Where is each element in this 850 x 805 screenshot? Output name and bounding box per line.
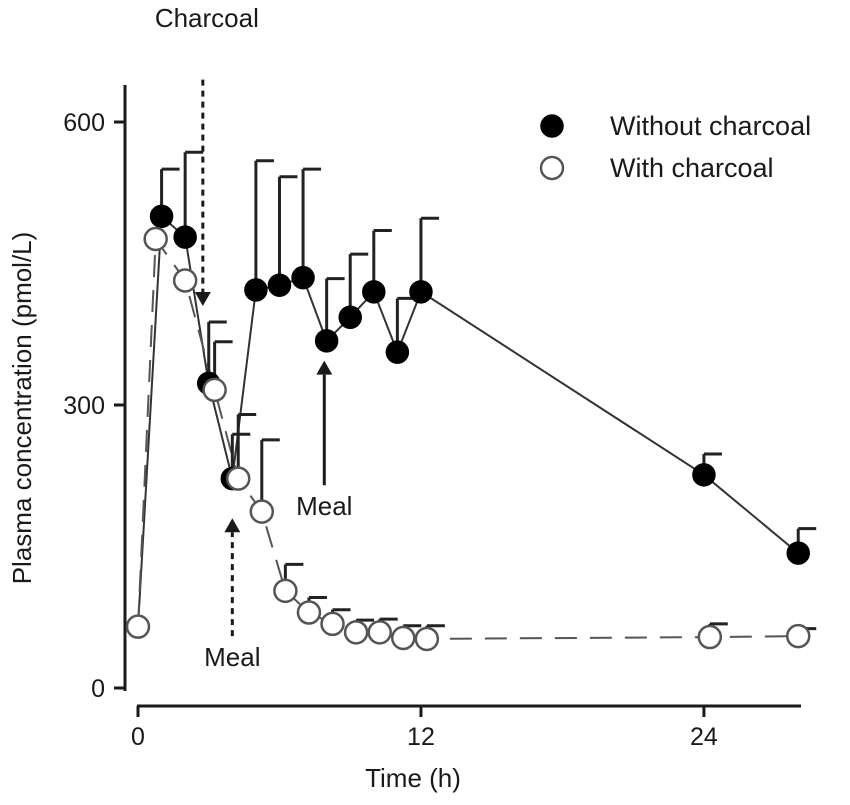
x-tick-label: 24 bbox=[690, 723, 718, 751]
axes: 0 300 600 0 12 24 bbox=[63, 85, 801, 751]
legend-marker-with-charcoal bbox=[539, 155, 565, 181]
data-point-without-charcoal bbox=[314, 329, 339, 353]
legend-marker-without-charcoal bbox=[540, 114, 564, 138]
data-point-with-charcoal bbox=[343, 620, 369, 645]
data-point-with-charcoal bbox=[414, 626, 440, 652]
x-tick-label: 0 bbox=[131, 723, 145, 751]
annotation-arrow-head bbox=[316, 360, 333, 375]
data-point-with-charcoal bbox=[202, 377, 227, 403]
data-point-without-charcoal bbox=[267, 273, 292, 297]
data-point-without-charcoal bbox=[149, 204, 174, 229]
data-point-without-charcoal bbox=[362, 280, 386, 304]
y-tick-label: 0 bbox=[91, 675, 105, 703]
annotation-label: Meal bbox=[296, 491, 352, 521]
data-points bbox=[125, 204, 811, 652]
error-bars bbox=[160, 150, 817, 639]
data-point-with-charcoal bbox=[249, 499, 275, 524]
y-tick-label: 600 bbox=[63, 109, 105, 137]
data-point-with-charcoal bbox=[320, 611, 345, 637]
data-point-with-charcoal bbox=[273, 578, 298, 604]
data-point-without-charcoal bbox=[338, 305, 362, 330]
x-tick-label: 12 bbox=[407, 723, 435, 751]
legend: Without charcoal With charcoal bbox=[539, 111, 811, 183]
data-point-without-charcoal bbox=[409, 280, 433, 304]
legend-label-without-charcoal: Without charcoal bbox=[610, 111, 811, 141]
data-point-without-charcoal bbox=[786, 541, 810, 565]
data-point-with-charcoal bbox=[225, 466, 251, 491]
annotation-arrow-head bbox=[224, 518, 241, 533]
data-point-with-charcoal bbox=[697, 624, 723, 650]
data-point-without-charcoal bbox=[173, 225, 197, 249]
data-point-with-charcoal bbox=[785, 623, 811, 649]
data-point-without-charcoal bbox=[244, 278, 268, 302]
data-point-with-charcoal bbox=[367, 620, 392, 645]
data-point-with-charcoal bbox=[143, 226, 168, 252]
data-point-with-charcoal bbox=[125, 614, 151, 639]
annotations: Charcoal Meal Meal bbox=[155, 3, 353, 672]
annotation-arrow-head bbox=[194, 291, 211, 306]
y-axis-title: Plasma concentration (pmol/L) bbox=[7, 232, 37, 585]
data-point-without-charcoal bbox=[692, 463, 716, 487]
legend-label-with-charcoal: With charcoal bbox=[610, 153, 774, 183]
data-point-without-charcoal bbox=[291, 265, 315, 290]
y-tick-label: 300 bbox=[63, 392, 105, 420]
data-point-with-charcoal bbox=[391, 625, 416, 651]
data-point-without-charcoal bbox=[385, 340, 410, 364]
x-axis-title: Time (h) bbox=[365, 763, 461, 793]
annotation-label: Charcoal bbox=[155, 3, 259, 33]
annotation-label: Meal bbox=[204, 642, 260, 672]
data-point-with-charcoal bbox=[172, 268, 198, 293]
data-point-with-charcoal bbox=[296, 600, 322, 625]
